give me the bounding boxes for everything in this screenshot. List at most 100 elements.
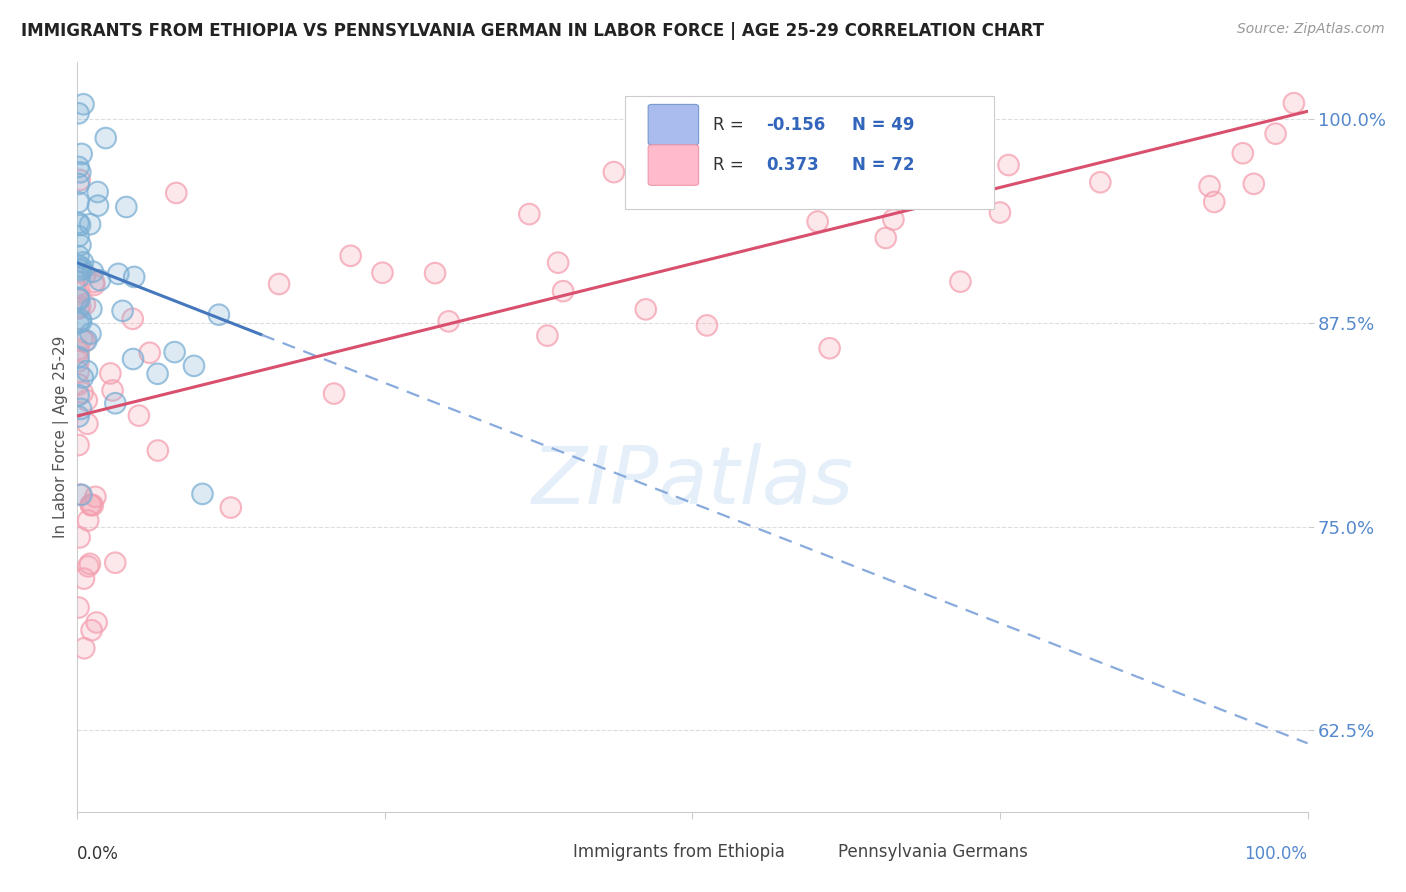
Point [69,218,91,232]
Point [69,260,91,274]
Point [77,513,100,527]
Point [82,498,104,512]
Point [901,124,924,138]
Point [72,97,94,112]
Point [94,131,117,145]
Point [82,265,104,279]
Point [219,500,242,515]
Point [67,600,90,615]
Point [208,308,231,322]
Point [146,367,169,381]
Point [882,212,904,227]
Point [104,396,127,410]
Point [69,300,91,314]
Text: ZIPatlas: ZIPatlas [531,443,853,521]
Point [603,165,626,179]
Point [67,377,90,392]
Point [86,185,108,199]
Point [67,285,90,299]
Point [79,557,101,571]
Point [191,487,214,501]
Point [67,354,90,368]
Point [80,498,103,512]
Point [76,393,98,408]
Point [72,385,94,400]
Point [72,97,94,112]
Point [1282,96,1305,111]
Point [547,255,569,269]
Point [80,498,103,512]
Point [267,277,290,291]
Point [67,301,90,316]
Point [69,173,91,187]
Text: IMMIGRANTS FROM ETHIOPIA VS PENNSYLVANIA GERMAN IN LABOR FORCE | AGE 25-29 CORRE: IMMIGRANTS FROM ETHIOPIA VS PENNSYLVANIA… [21,22,1045,40]
Point [122,269,145,284]
Point [67,344,90,359]
Point [67,350,90,364]
Point [67,438,90,452]
Point [67,216,90,230]
Text: N = 49: N = 49 [852,116,915,134]
Point [553,284,575,298]
Text: N = 72: N = 72 [852,156,915,174]
Point [1243,177,1265,191]
Point [82,265,104,279]
Point [67,438,90,452]
Point [875,231,897,245]
Point [86,185,108,199]
Point [219,500,242,515]
Point [67,365,90,379]
Point [73,297,96,311]
Point [69,165,91,179]
Y-axis label: In Labor Force | Age 25-29: In Labor Force | Age 25-29 [53,336,69,538]
Text: Immigrants from Ethiopia: Immigrants from Ethiopia [574,843,785,861]
Point [75,334,97,348]
Point [76,417,98,431]
Point [70,315,93,329]
Point [72,255,94,269]
FancyBboxPatch shape [787,838,830,869]
Point [69,263,91,277]
Point [121,311,143,326]
Point [67,195,90,210]
Point [1090,175,1112,189]
Point [67,377,90,392]
Point [67,409,90,424]
Point [67,106,90,120]
FancyBboxPatch shape [523,838,565,869]
Point [67,316,90,330]
Point [89,273,111,287]
Point [138,345,160,359]
Point [67,409,90,424]
Point [67,195,90,210]
Text: 100.0%: 100.0% [1244,846,1308,863]
Point [70,261,93,276]
Point [183,359,205,373]
Point [807,214,830,228]
Point [67,216,90,230]
Point [536,328,558,343]
Point [84,490,107,504]
Point [79,326,101,341]
Point [146,443,169,458]
Point [69,263,91,277]
Point [1090,175,1112,189]
Point [76,417,98,431]
Point [80,624,103,638]
Point [80,301,103,316]
Point [69,488,91,502]
Point [1243,177,1265,191]
Point [75,268,97,282]
Point [67,229,90,244]
Point [807,214,830,228]
Point [107,267,129,281]
Point [70,147,93,161]
Point [67,106,90,120]
Point [67,365,90,379]
Point [77,559,100,574]
Point [76,364,98,378]
Point [69,173,91,187]
Point [423,266,446,280]
Point [67,316,90,330]
Point [80,301,103,316]
